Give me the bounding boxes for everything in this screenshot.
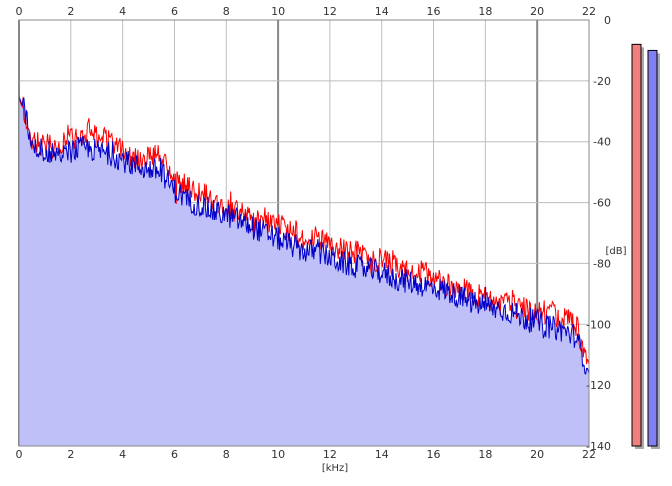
x-tick-label-top: 10 bbox=[271, 5, 285, 18]
level-meter-bar bbox=[631, 43, 642, 447]
plot-frame bbox=[18, 19, 590, 447]
x-tick-label-bottom: 0 bbox=[16, 448, 23, 461]
x-tick-label-bottom: 14 bbox=[375, 448, 389, 461]
x-tick-label-top: 22 bbox=[582, 5, 596, 18]
x-tick-label-bottom: 12 bbox=[323, 448, 337, 461]
y-tick-label: -20 bbox=[593, 75, 611, 88]
x-tick-label-top: 20 bbox=[530, 5, 544, 18]
x-tick-label-bottom: 10 bbox=[271, 448, 285, 461]
axis-ticks: 002244668810101212141416161818202022220-… bbox=[16, 5, 612, 461]
series-area-1 bbox=[19, 96, 589, 446]
x-tick-label-top: 0 bbox=[16, 5, 23, 18]
x-axis-label: [kHz] bbox=[322, 463, 348, 474]
x-tick-label-bottom: 20 bbox=[530, 448, 544, 461]
level-meters bbox=[631, 43, 660, 450]
x-tick-label-top: 16 bbox=[427, 5, 441, 18]
y-axis-label: [dB] bbox=[605, 246, 626, 257]
x-tick-label-bottom: 6 bbox=[171, 448, 178, 461]
x-tick-label-bottom: 18 bbox=[478, 448, 492, 461]
y-tick-label: -80 bbox=[593, 257, 611, 270]
y-tick-label: -120 bbox=[586, 379, 611, 392]
x-tick-label-bottom: 2 bbox=[67, 448, 74, 461]
x-tick-label-top: 4 bbox=[119, 5, 126, 18]
series-layer bbox=[18, 95, 590, 446]
y-tick-label: -40 bbox=[593, 136, 611, 149]
x-tick-label-bottom: 16 bbox=[427, 448, 441, 461]
x-tick-label-top: 12 bbox=[323, 5, 337, 18]
y-tick-label: -100 bbox=[586, 318, 611, 331]
y-tick-label: 0 bbox=[604, 14, 611, 27]
x-tick-label-top: 14 bbox=[375, 5, 389, 18]
y-tick-label: -140 bbox=[586, 440, 611, 453]
x-tick-label-bottom: 22 bbox=[582, 448, 596, 461]
x-tick-label-bottom: 8 bbox=[223, 448, 230, 461]
x-tick-label-top: 2 bbox=[67, 5, 74, 18]
series-line-0 bbox=[18, 96, 590, 365]
x-tick-label-top: 6 bbox=[171, 5, 178, 18]
level-meter-bar bbox=[647, 49, 658, 447]
y-tick-label: -60 bbox=[593, 197, 611, 210]
x-tick-label-bottom: 4 bbox=[119, 448, 126, 461]
x-tick-label-top: 8 bbox=[223, 5, 230, 18]
series-line-1 bbox=[18, 95, 590, 375]
x-tick-label-top: 18 bbox=[478, 5, 492, 18]
